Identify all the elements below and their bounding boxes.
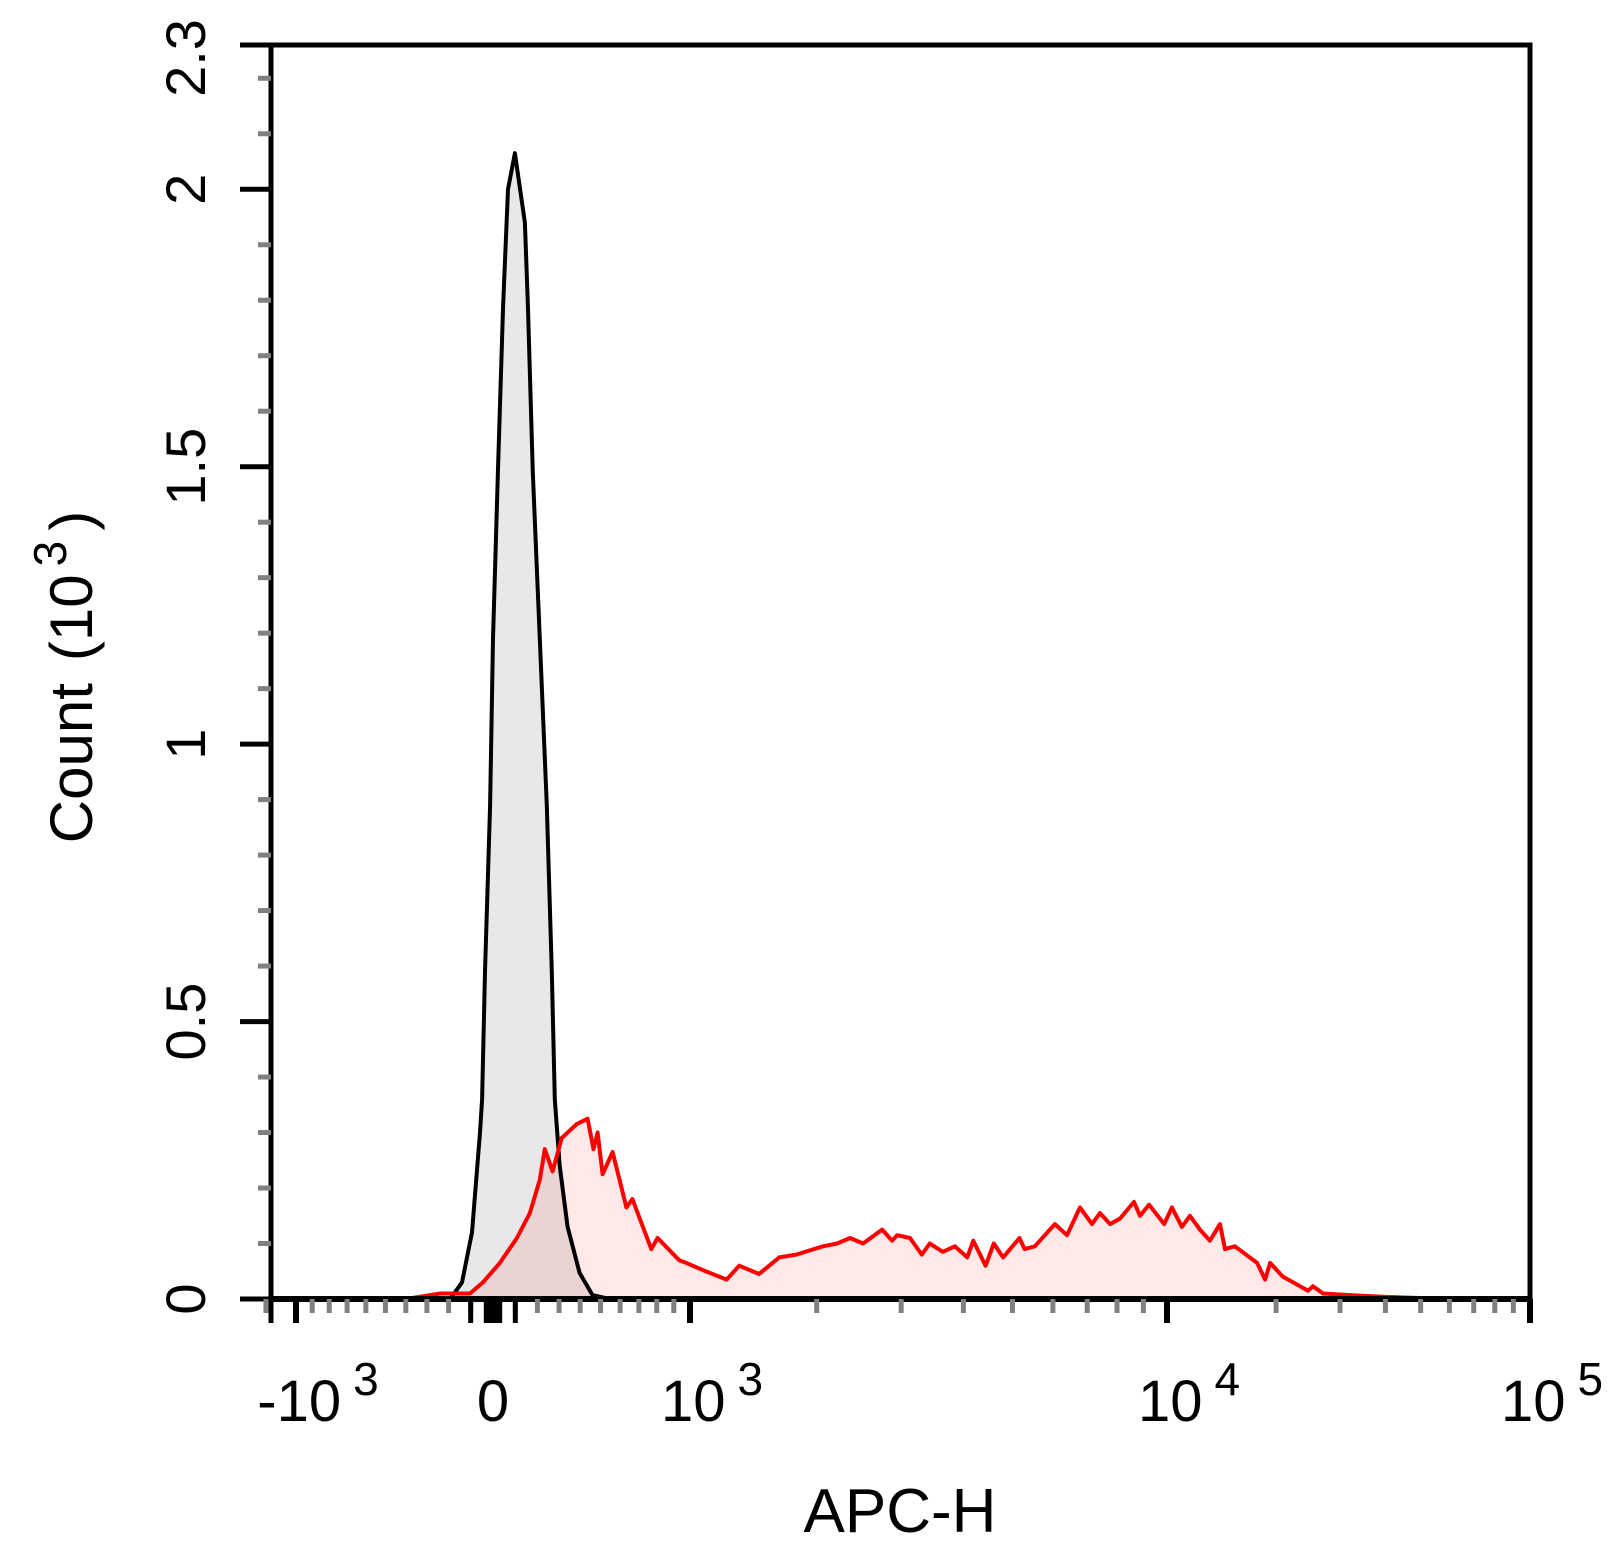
x-tick-label: 10 4 xyxy=(1138,1353,1240,1434)
x-tick-label: 10 5 xyxy=(1501,1353,1603,1434)
histogram-fills xyxy=(405,153,1451,1300)
sample-histogram-line xyxy=(405,1116,1451,1301)
x-tick-label-exponent: 3 xyxy=(353,1353,379,1405)
y-axis-label-exponent: 3 xyxy=(24,541,76,567)
y-axis-label-unit: (10 xyxy=(38,574,105,661)
y-axis-label-text: Count xyxy=(38,683,105,843)
y-axis-label: Count (10 3) xyxy=(24,511,105,843)
x-tick-label: 0 xyxy=(477,1369,509,1434)
x-tick-label-exponent: 3 xyxy=(737,1353,763,1405)
y-axis-label-unit-close: ) xyxy=(38,511,105,531)
x-tick-label-exponent: 4 xyxy=(1214,1353,1240,1405)
x-tick-label-base: -10 xyxy=(257,1369,341,1434)
axes xyxy=(240,42,1533,1323)
control-histogram-line xyxy=(405,151,610,1301)
x-axis-label: APC-H xyxy=(804,1477,997,1546)
sample-histogram-fill xyxy=(405,1118,1451,1299)
y-tick-label: 0 xyxy=(154,1283,217,1314)
control-histogram-fill xyxy=(405,153,610,1300)
x-tick-label-exponent: 5 xyxy=(1577,1353,1603,1405)
y-tick-label: 1.5 xyxy=(154,428,217,506)
x-tick-label-base: 10 xyxy=(1501,1369,1566,1434)
x-tick-label-base: 10 xyxy=(661,1369,726,1434)
x-tick-label: 10 3 xyxy=(661,1353,763,1434)
plot-frame xyxy=(268,42,1533,1302)
y-tick-label: 2.3 xyxy=(154,19,217,97)
y-tick-label: 2 xyxy=(154,174,217,205)
y-tick-label: 1 xyxy=(154,729,217,760)
y-tick-label: 0.5 xyxy=(154,983,217,1061)
histogram-lines xyxy=(405,151,1451,1301)
x-tick-label: -10 3 xyxy=(257,1353,378,1434)
x-tick-label-base: 10 xyxy=(1138,1369,1203,1434)
x-tick-label-base: 0 xyxy=(477,1369,509,1434)
